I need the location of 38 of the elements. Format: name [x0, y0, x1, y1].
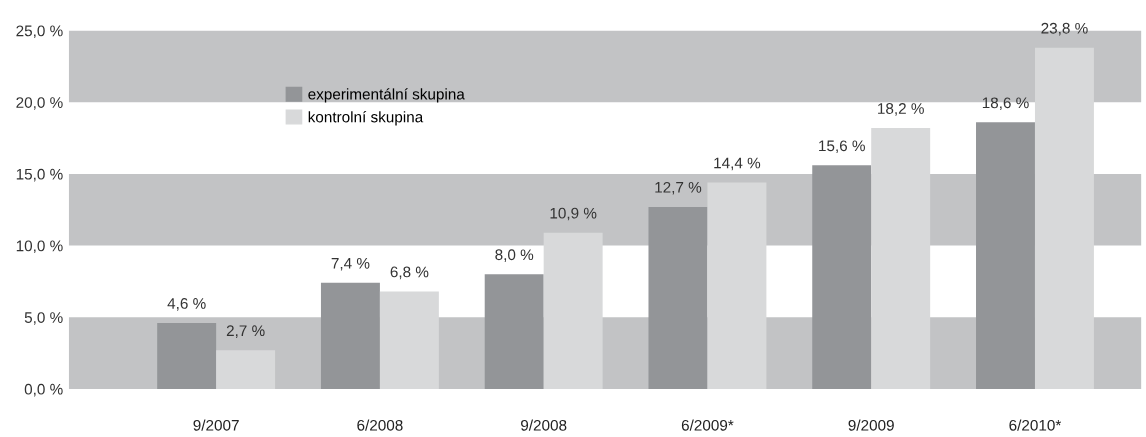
bar — [976, 122, 1035, 389]
y-tick-label: 20,0 % — [16, 97, 63, 110]
data-label: 4,6 % — [167, 298, 206, 311]
y-tick-label: 5,0 % — [24, 312, 63, 325]
y-tick-label: 0,0 % — [24, 383, 63, 397]
y-tick-label: 10,0 % — [16, 240, 63, 254]
bar — [871, 128, 931, 389]
x-tick-label: 9/2008 — [521, 419, 567, 431]
data-label: 15,6 % — [819, 140, 865, 153]
data-label: 6,8 % — [390, 266, 429, 280]
data-label: 18,2 % — [878, 103, 924, 116]
y-tick-label: 15,0 % — [16, 168, 63, 182]
bar — [157, 323, 217, 389]
data-label: 18,6 % — [982, 97, 1029, 110]
data-label: 12,7 % — [655, 181, 702, 195]
bar — [320, 282, 380, 389]
bar — [812, 165, 872, 389]
bar — [216, 350, 276, 389]
bar — [379, 291, 439, 389]
x-tick-label: 6/2010* — [1009, 419, 1062, 431]
x-tick-label: 9/2007 — [193, 419, 239, 431]
legend-label: experimentální skupina — [308, 88, 465, 103]
data-label: 10,9 % — [550, 207, 597, 221]
data-label: 23,8 % — [1041, 22, 1088, 36]
bar — [484, 274, 544, 389]
x-tick-label: 9/2009 — [848, 419, 894, 431]
data-label: 8,0 % — [495, 249, 534, 262]
data-label: 2,7 % — [226, 325, 265, 338]
x-tick-label: 6/2009* — [681, 419, 734, 431]
bar — [648, 206, 708, 389]
data-label: 14,4 % — [714, 157, 761, 171]
data-label: 7,4 % — [331, 257, 370, 271]
bar — [543, 232, 603, 389]
bar — [1034, 47, 1094, 389]
y-tick-label: 25,0 % — [16, 25, 63, 39]
bar — [707, 182, 767, 389]
legend-label: kontrolní skupina — [308, 111, 424, 126]
x-tick-label: 6/2008 — [357, 419, 403, 431]
